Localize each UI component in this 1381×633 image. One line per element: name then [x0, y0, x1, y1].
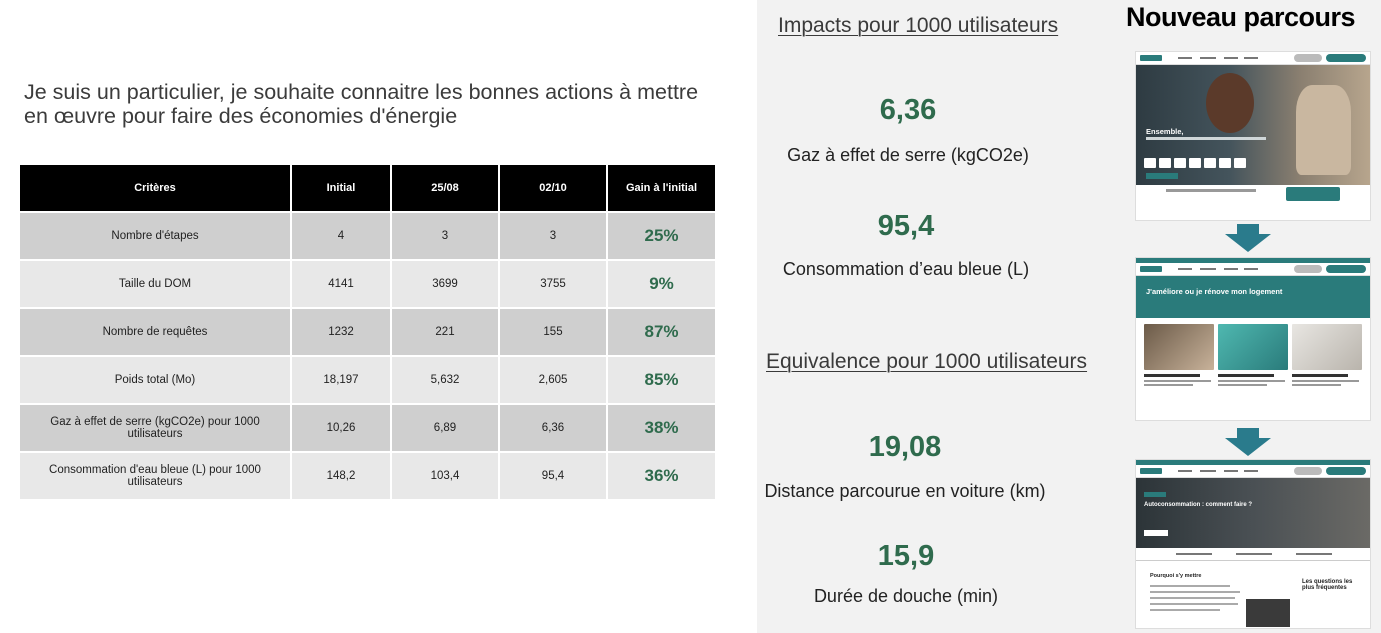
cell-initial: 148,2	[291, 451, 392, 499]
cell-criterion: Gaz à effet de serre (kgCO2e) pour 1000 …	[20, 403, 292, 452]
header-initial: Initial	[291, 165, 392, 212]
header-0210: 02/10	[499, 165, 608, 212]
table-row: Poids total (Mo) 18,197 5,632 2,605 85%	[20, 355, 715, 404]
heading-line-1: Je suis un particulier, je souhaite conn…	[24, 80, 699, 104]
cell-criterion: Consommation d'eau bleue (L) pour 1000 u…	[20, 451, 292, 499]
shower-value: 15,9	[877, 540, 935, 572]
mini-nav	[1136, 52, 1370, 65]
table-row: Nombre de requêtes 1232 221 155 87%	[20, 307, 715, 356]
cell-gain: 25%	[607, 211, 715, 260]
cell-0210: 3755	[499, 259, 608, 308]
cell-gain: 87%	[607, 307, 715, 356]
logo	[1140, 55, 1162, 61]
mini-nav	[1136, 263, 1370, 276]
article-card	[1144, 324, 1214, 386]
header-gain: Gain à l'initial	[607, 165, 715, 212]
cell-initial: 4141	[291, 259, 392, 308]
article-cards	[1136, 318, 1370, 392]
header-2508: 25/08	[391, 165, 500, 212]
cell-initial: 18,197	[291, 355, 392, 404]
cell-2508: 221	[391, 307, 500, 356]
cell-2508: 103,4	[391, 451, 500, 499]
cell-criterion: Nombre de requêtes	[20, 307, 292, 356]
distance-label: Distance parcourue en voiture (km)	[764, 481, 1046, 501]
new-journey-title: Nouveau parcours	[1126, 2, 1356, 32]
journey-screenshot-self-consumption: Autoconsommation : comment faire ? Pourq…	[1136, 460, 1370, 628]
header-criteria: Critères	[20, 165, 292, 212]
cell-0210: 2,605	[499, 355, 608, 404]
journey-screenshot-renovation: J'améliore ou je rénove mon logement	[1136, 258, 1370, 420]
distance-value: 19,08	[868, 431, 942, 463]
cell-0210: 3	[499, 211, 608, 260]
cell-initial: 1232	[291, 307, 392, 356]
hero-text: Ensemble,	[1146, 127, 1184, 136]
cell-criterion: Nombre d'étapes	[20, 211, 292, 260]
cell-2508: 5,632	[391, 355, 500, 404]
cell-initial: 4	[291, 211, 392, 260]
content-heading: Pourquoi s'y mettre	[1150, 573, 1202, 579]
table-header-row: Critères Initial 25/08 02/10 Gain à l'in…	[20, 165, 715, 212]
cell-0210: 95,4	[499, 451, 608, 499]
mini-tabs	[1136, 548, 1370, 561]
logo	[1140, 266, 1162, 272]
cell-gain: 38%	[607, 403, 715, 452]
table-row: Taille du DOM 4141 3699 3755 9%	[20, 259, 715, 308]
ghg-value: 6,36	[879, 94, 937, 126]
ghg-label: Gaz à effet de serre (kgCO2e)	[787, 145, 1029, 165]
cell-gain: 85%	[607, 355, 715, 404]
hero-text: Autoconsommation : comment faire ?	[1144, 502, 1253, 508]
faq-heading: Les questions les plus fréquentes	[1302, 579, 1353, 591]
water-value: 95,4	[877, 210, 935, 242]
article-card	[1292, 324, 1362, 386]
table-row: Gaz à effet de serre (kgCO2e) pour 1000 …	[20, 403, 715, 452]
table-row: Nombre d'étapes 4 3 3 25%	[20, 211, 715, 260]
water-label: Consommation d’eau bleue (L)	[782, 259, 1030, 279]
cell-0210: 155	[499, 307, 608, 356]
shower-label: Durée de douche (min)	[813, 586, 999, 606]
banner-text: J'améliore ou je rénove mon logement	[1146, 287, 1283, 296]
cell-2508: 6,89	[391, 403, 500, 452]
logo	[1140, 468, 1162, 474]
criteria-table: Critères Initial 25/08 02/10 Gain à l'in…	[20, 165, 715, 499]
cell-gain: 36%	[607, 451, 715, 499]
renovation-banner: J'améliore ou je rénove mon logement	[1136, 276, 1370, 318]
self-consumption-hero: Autoconsommation : comment faire ?	[1136, 478, 1370, 548]
cell-criterion: Poids total (Mo)	[20, 355, 292, 404]
hero-icon-row	[1144, 155, 1249, 173]
article-card	[1218, 324, 1288, 386]
equivalence-title: Equivalence pour 1000 utilisateurs	[766, 350, 1088, 373]
impacts-title: Impacts pour 1000 utilisateurs	[778, 14, 1059, 37]
cell-2508: 3699	[391, 259, 500, 308]
table-row: Consommation d'eau bleue (L) pour 1000 u…	[20, 451, 715, 499]
cell-gain: 9%	[607, 259, 715, 308]
home-hero-image: Ensemble,	[1136, 65, 1370, 185]
cell-0210: 6,36	[499, 403, 608, 452]
heading-line-2: en œuvre pour faire des économies d'éner…	[24, 104, 458, 128]
journey-screenshot-home: Ensemble,	[1136, 52, 1370, 220]
cell-criterion: Taille du DOM	[20, 259, 292, 308]
mini-nav	[1136, 465, 1370, 478]
page-heading: Je suis un particulier, je souhaite conn…	[24, 80, 744, 128]
cell-initial: 10,26	[291, 403, 392, 452]
cell-2508: 3	[391, 211, 500, 260]
